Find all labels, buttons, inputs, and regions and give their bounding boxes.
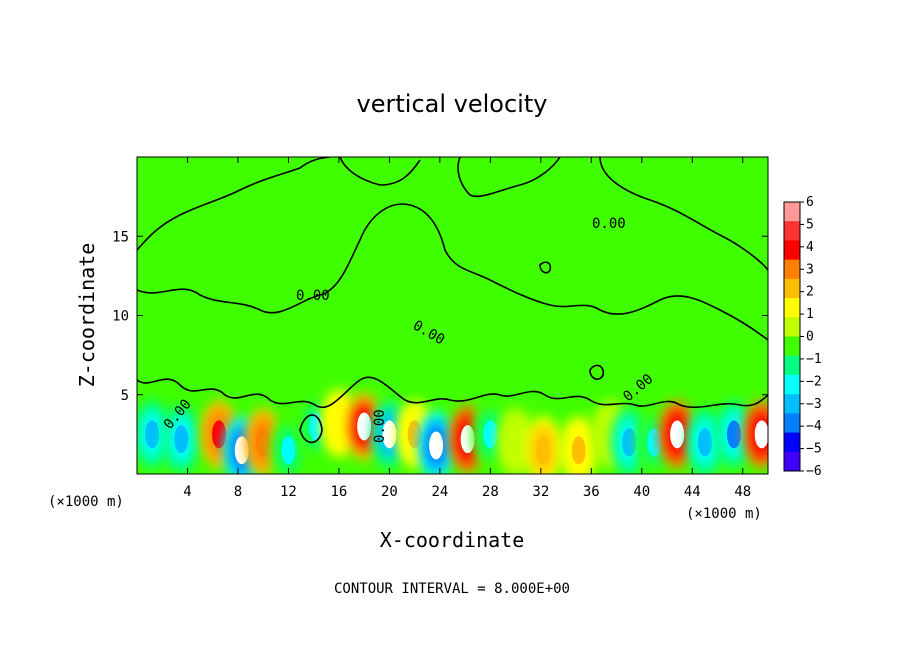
velocity-cell-11 [418, 411, 455, 474]
cell-core [754, 420, 768, 449]
cell-core [357, 412, 372, 441]
velocity-field [137, 389, 768, 474]
colorbar-tick-label: −4 [806, 419, 822, 434]
x-axis: 4 8 12 16 20 24 28 32 36 40 44 48 [183, 157, 751, 500]
colorbar-swatch [784, 202, 800, 222]
y-axis-label: Z-coordinate [75, 243, 99, 388]
cell-core [145, 420, 160, 449]
velocity-cell-1 [163, 405, 200, 474]
contour-interval-text: CONTOUR INTERVAL = 8.000E+00 [334, 581, 570, 597]
colorbar-tick-label: 4 [806, 240, 814, 255]
x-tick-label: 16 [330, 484, 347, 500]
colorbar-tick-label: −2 [806, 374, 822, 389]
x-tick-label: 28 [482, 484, 499, 500]
velocity-cell-9 [371, 400, 408, 469]
cell-core [212, 420, 227, 449]
colorbar-tick-label: −1 [806, 352, 822, 367]
x-tick-label: 36 [583, 484, 600, 500]
chart-title: vertical velocity [357, 90, 548, 118]
cell-core [508, 428, 523, 457]
cell-core [460, 425, 475, 454]
colorbar-tick-label: 6 [806, 195, 814, 210]
velocity-cell-5 [270, 416, 307, 474]
x-unit-left: (×1000 m) [48, 494, 124, 510]
cell-core [697, 428, 712, 457]
colorbar-swatch [784, 259, 800, 280]
zero-contours [137, 157, 768, 444]
velocity-cell-14 [497, 408, 534, 474]
plot-area: 0.00 0.00 0.00 0.00 0.00 0.00 [137, 157, 768, 474]
contour-label-2: 0.00 [296, 288, 330, 304]
colorbar-tick-label: −3 [806, 397, 822, 412]
x-tick-label: 4 [183, 484, 191, 500]
contour-label-5: 0.00 [372, 409, 388, 443]
cell-core [647, 428, 662, 457]
x-tick-label: 24 [431, 484, 448, 500]
velocity-cell-23 [743, 400, 768, 469]
colorbar: 6 5 4 3 2 1 0 −1 −2 −3 −4 −5 −6 [783, 195, 822, 479]
x-tick-label: 12 [280, 484, 297, 500]
colorbar-tick-label: 5 [806, 217, 814, 232]
colorbar-tick-label: 2 [806, 285, 814, 300]
x-tick-label: 40 [633, 484, 650, 500]
velocity-cell-15 [525, 416, 562, 474]
cell-core [281, 436, 296, 465]
colorbar-swatch [784, 298, 800, 318]
cell-core [622, 428, 637, 457]
x-tick-label: 20 [381, 484, 398, 500]
velocity-cell-20 [659, 400, 696, 469]
cell-core [483, 420, 498, 449]
y-axis: 5 10 15 [112, 229, 768, 404]
contour-label-1: 0.00 [592, 216, 626, 232]
cell-core [536, 436, 551, 465]
velocity-cell-21 [686, 408, 723, 474]
x-tick-label: 8 [234, 484, 242, 500]
colorbar-tick-label: −5 [806, 442, 822, 457]
cell-core [429, 431, 444, 460]
cell-core [571, 436, 586, 465]
colorbar-swatch [784, 221, 800, 241]
x-tick-label: 48 [734, 484, 751, 500]
colorbar-swatch [784, 432, 800, 453]
y-tick-label: 15 [112, 229, 129, 245]
colorbar-tick-label: 0 [806, 330, 814, 345]
contour-middle [137, 203, 768, 341]
x-tick-label: 32 [532, 484, 549, 500]
colorbar-tick-label: 3 [806, 262, 814, 277]
velocity-cell-16 [560, 416, 597, 474]
colorbar-swatch [784, 394, 800, 414]
contour-loops [299, 261, 605, 444]
velocity-cell-0 [137, 400, 171, 469]
cell-core [382, 420, 397, 449]
colorbar-tick-label: 1 [806, 307, 814, 322]
colorbar-swatch [784, 336, 800, 357]
colorbar-swatch [784, 374, 800, 395]
cell-core [256, 428, 271, 457]
cell-core [174, 425, 189, 454]
y-tick-label: 5 [121, 388, 129, 404]
y-tick-label: 10 [112, 309, 129, 325]
colorbar-swatch [784, 413, 800, 434]
x-tick-label: 44 [684, 484, 701, 500]
colorbar-swatch [784, 317, 800, 337]
cell-core [670, 420, 685, 449]
colorbar-tick-label: −6 [806, 464, 822, 479]
colorbar-swatch [784, 278, 800, 299]
velocity-cell-18 [611, 408, 648, 474]
colorbar-swatch [784, 240, 800, 261]
cell-core [407, 420, 422, 449]
contour-lower [137, 376, 768, 409]
colorbar-swatch [784, 355, 800, 376]
x-axis-label: X-coordinate [380, 528, 525, 552]
velocity-cell-22 [715, 400, 752, 469]
contour-upper [137, 157, 768, 271]
cell-core [726, 420, 741, 449]
cell-core [331, 409, 346, 438]
x-unit-right: (×1000 m) [686, 506, 762, 522]
colorbar-swatch [784, 451, 800, 472]
